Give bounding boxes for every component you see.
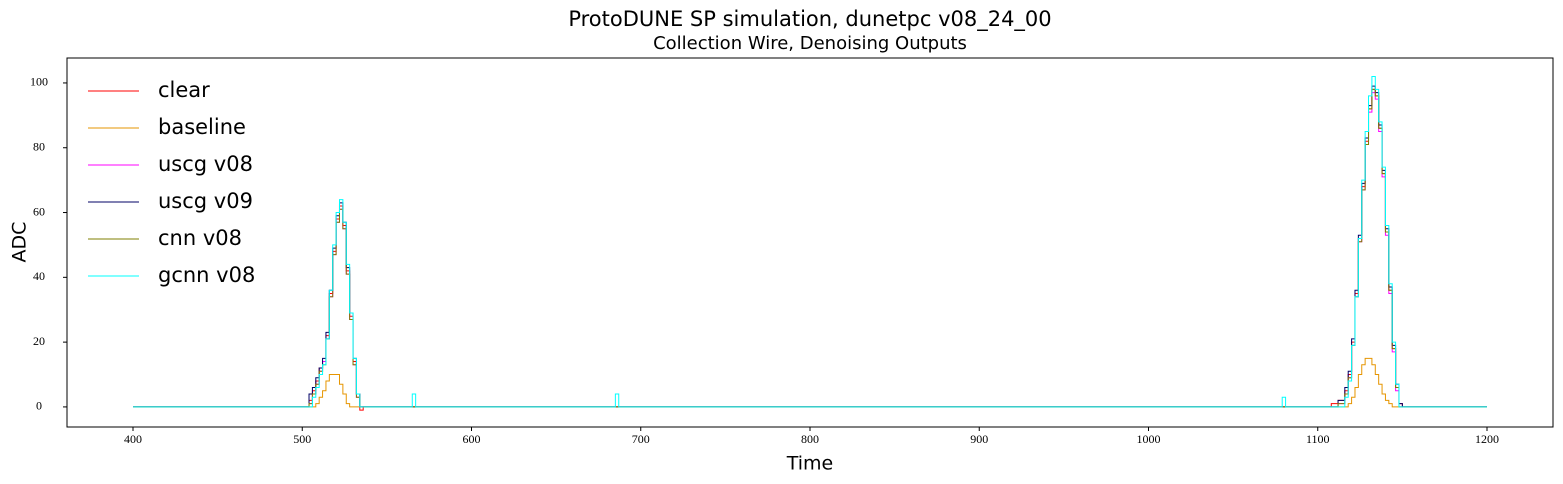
x-tick-label: 700	[632, 432, 650, 446]
x-tick-label: 400	[124, 432, 142, 446]
chart-title: ProtoDUNE SP simulation, dunetpc v08_24_…	[568, 7, 1051, 32]
series-line	[133, 88, 1487, 408]
x-tick-label: 1000	[1136, 432, 1160, 446]
y-tick-label: 60	[33, 204, 45, 218]
y-axis-label: ADC	[9, 222, 31, 263]
x-axis-label: Time	[786, 453, 834, 475]
y-tick-label: 100	[30, 75, 48, 89]
legend-label: uscg v08	[158, 152, 253, 176]
axes-frame	[66, 57, 1554, 428]
series-line	[133, 75, 1487, 408]
y-tick-label: 20	[33, 334, 45, 348]
y-tick-label: 40	[33, 269, 45, 283]
x-tick-label: 900	[970, 432, 988, 446]
x-tick-label: 600	[463, 432, 481, 446]
legend-label: uscg v09	[158, 189, 253, 213]
y-tick-label: 0	[36, 399, 42, 413]
legend: clear baseline uscg v08 uscg v09 cnn v08 gcnn…	[88, 78, 255, 287]
legend-label: clear	[158, 78, 210, 102]
legend-label: cnn v08	[158, 226, 242, 250]
x-tick-label: 500	[293, 432, 311, 446]
x-tick-label: 800	[801, 432, 819, 446]
x-tick-label: 1200	[1475, 432, 1499, 446]
x-tick-label: 1100	[1306, 432, 1330, 446]
legend-label: gcnn v08	[158, 263, 255, 287]
plot-area	[133, 75, 1487, 411]
y-tick-label: 80	[33, 139, 45, 153]
series-line	[133, 357, 1487, 408]
chart-subtitle: Collection Wire, Denoising Outputs	[653, 33, 967, 54]
legend-label: baseline	[158, 115, 246, 139]
